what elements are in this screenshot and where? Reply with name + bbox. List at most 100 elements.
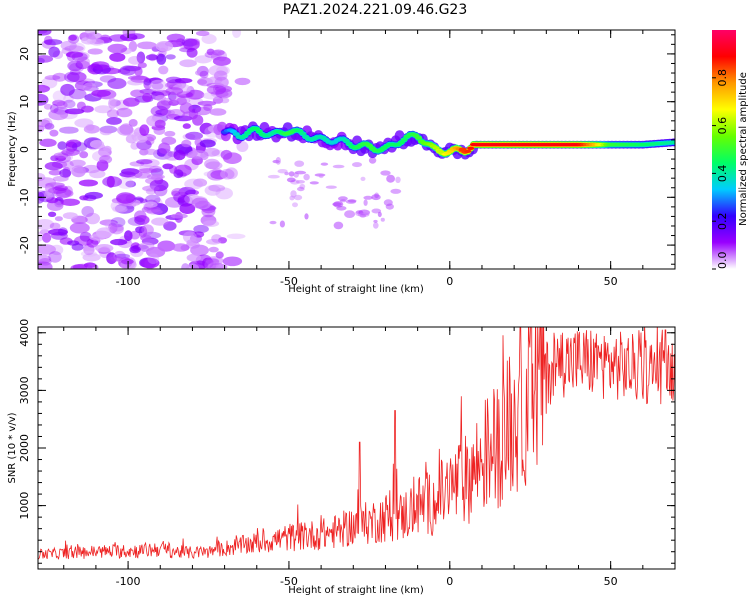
noise-blob (177, 194, 190, 205)
noise-blob (64, 45, 84, 52)
noise-blob (226, 233, 246, 240)
noise-blob (99, 127, 113, 136)
noise-blob (143, 201, 158, 208)
noise-blob (125, 180, 137, 188)
noise-blob (91, 89, 111, 97)
ridge-core (365, 144, 373, 148)
noise-blob (220, 149, 233, 160)
noise-blob (130, 89, 145, 98)
noise-blob (128, 119, 138, 127)
noise-blob (390, 188, 402, 194)
noise-blob (46, 197, 59, 204)
noise-blob (373, 219, 378, 223)
noise-blob (50, 104, 59, 114)
noise-blob (59, 126, 79, 134)
noise-blob (69, 159, 86, 167)
noise-blob (38, 173, 46, 182)
noise-blob (297, 186, 305, 192)
noise-blob (56, 101, 68, 109)
noise-blob (107, 43, 128, 54)
noise-blob (295, 180, 305, 184)
ridge-core (397, 140, 405, 145)
ridge-core (669, 140, 675, 145)
noise-blob (81, 206, 94, 217)
noise-blob (286, 177, 296, 183)
colorbar-tick-label: 0.2 (716, 212, 729, 230)
noise-blob (209, 108, 227, 116)
noise-blob (164, 130, 176, 137)
ridge-core (415, 136, 423, 140)
noise-blob (368, 157, 377, 164)
noise-blob (151, 217, 169, 226)
noise-blob (345, 199, 357, 204)
noise-blob (208, 184, 226, 192)
noise-blob (71, 243, 84, 251)
ridge-peak (458, 147, 467, 152)
snr-y-tick-label: 1000 (18, 492, 31, 520)
noise-blob (180, 244, 190, 251)
snr-y-tick-label: 4000 (18, 319, 31, 347)
noise-blob (50, 244, 64, 256)
ridge-core (244, 131, 252, 135)
noise-blob (129, 245, 141, 254)
noise-blob (139, 124, 150, 136)
noise-blob (85, 32, 103, 40)
noise-blob (183, 38, 200, 51)
noise-blob (154, 119, 166, 129)
noise-blob (181, 139, 192, 148)
noise-blob (204, 259, 217, 269)
noise-blob (303, 173, 310, 181)
noise-blob (184, 178, 204, 190)
noise-blob (383, 199, 393, 207)
noise-blob (127, 55, 142, 65)
noise-blob (204, 158, 220, 170)
noise-blob (179, 203, 196, 215)
noise-blob (64, 71, 80, 83)
noise-blob (205, 161, 223, 170)
noise-blob (69, 42, 86, 54)
noise-blob (38, 30, 52, 36)
noise-blob (171, 190, 181, 196)
noise-blob (44, 123, 55, 130)
noise-blob (38, 57, 45, 64)
noise-blob (380, 170, 391, 176)
noise-blob (197, 79, 208, 85)
noise-blob (44, 35, 53, 46)
noise-blob (187, 150, 208, 159)
noise-blob (212, 56, 231, 66)
noise-blob (95, 244, 114, 253)
noise-blob (57, 227, 68, 237)
noise-blob (38, 254, 52, 264)
noise-blob (116, 192, 136, 204)
noise-blob (143, 78, 152, 86)
noise-blob (94, 105, 113, 114)
ridge-core (467, 146, 475, 150)
noise-blob (79, 231, 92, 242)
noise-blob (60, 40, 77, 51)
spectrogram-y-tick-label: 10 (18, 95, 31, 109)
noise-blob (91, 61, 110, 70)
noise-blob (206, 85, 226, 95)
noise-blob (136, 51, 146, 64)
noise-blob (163, 221, 177, 231)
noise-blob (325, 185, 337, 189)
noise-blob (192, 114, 204, 126)
snr-panel: -100 -50 0 50 1000 2000 3000 4000 Height of str… (7, 319, 676, 596)
noise-blob (199, 139, 216, 148)
ridge-core (229, 129, 237, 134)
noise-blob (89, 234, 106, 241)
spectrogram-x-tick-label: 50 (604, 275, 618, 288)
noise-blob (293, 194, 303, 201)
noise-blob (344, 210, 356, 219)
noise-blob (99, 155, 113, 164)
noise-blob (193, 178, 208, 187)
noise-blob (153, 184, 168, 197)
noise-blob (49, 222, 61, 230)
noise-blob (214, 70, 228, 81)
noise-blob (211, 49, 225, 56)
noise-blob (137, 62, 147, 69)
noise-blob (38, 84, 50, 93)
ridge-core (432, 146, 440, 150)
noise-blob (127, 33, 145, 40)
noise-blob (43, 39, 63, 46)
